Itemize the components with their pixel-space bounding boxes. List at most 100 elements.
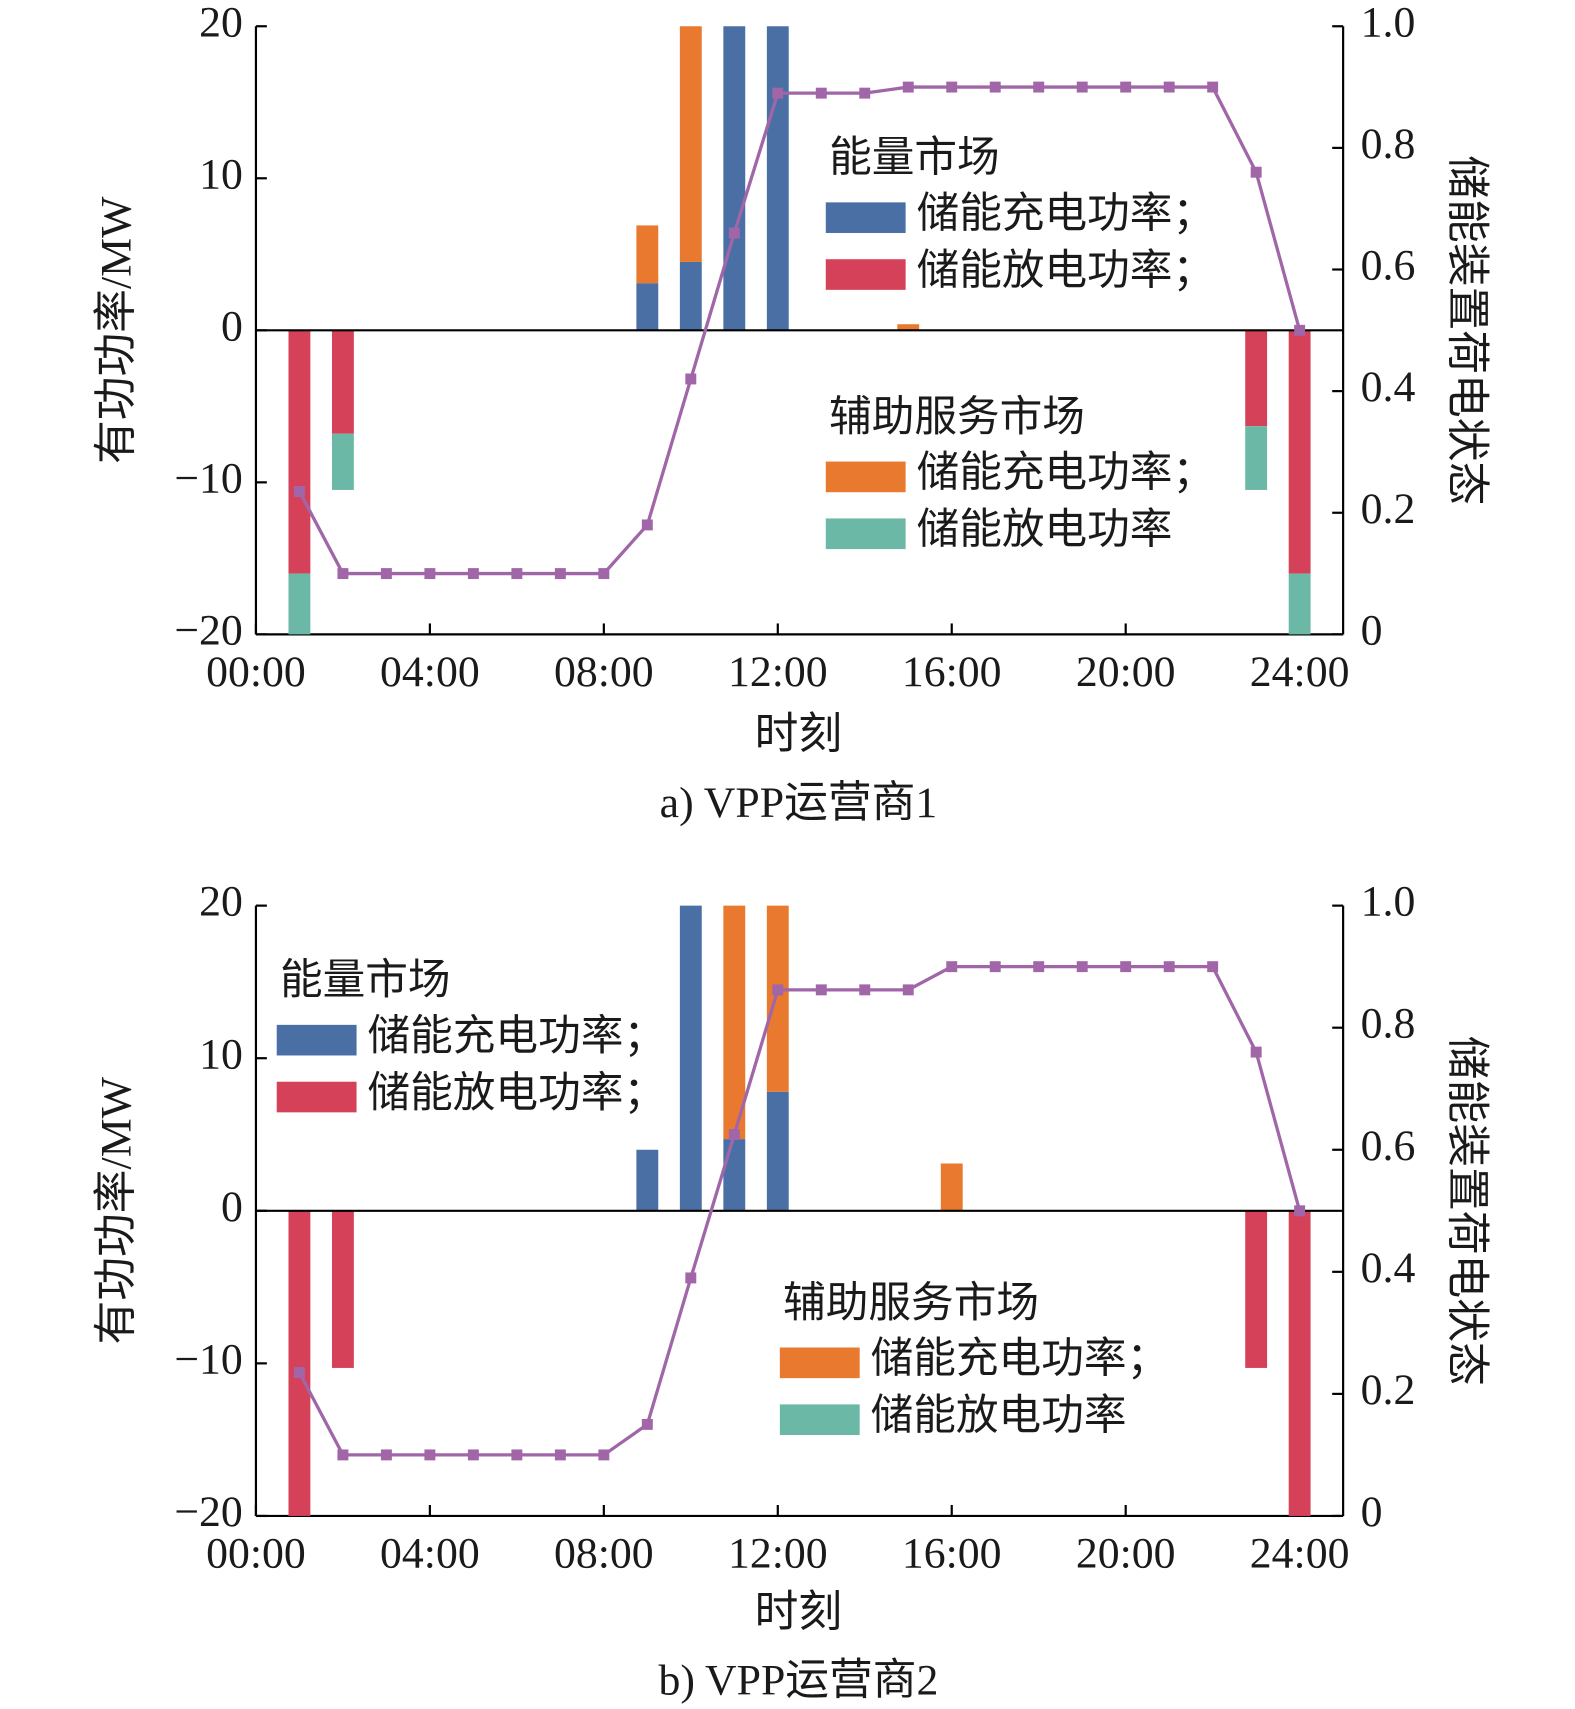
chart: −20 −10 0 10 20 0 0.2 0.4 0.6 0.8 1.0 00:00 04:00 08:… — [92, 878, 1490, 1705]
soc-marker — [1163, 81, 1175, 93]
soc-marker — [293, 486, 305, 497]
x-axis-title: 时刻 — [755, 710, 843, 758]
soc-marker — [1294, 1205, 1306, 1217]
legend-label: 储能放电功率； — [368, 1069, 667, 1117]
x-tick-label: 16:00 — [902, 1530, 1002, 1578]
soc-marker — [1207, 961, 1219, 973]
legend-swatch — [779, 1404, 860, 1436]
soc-marker — [902, 81, 914, 93]
x-tick-label: 12:00 — [728, 648, 828, 696]
soc-line — [297, 85, 1302, 576]
x-tick-label: 00:00 — [206, 648, 306, 696]
x-tick-label: 16:00 — [902, 648, 1002, 696]
legend-label: 储能充电功率； — [917, 449, 1216, 497]
bar — [288, 330, 311, 574]
bar — [331, 1210, 354, 1368]
y-tick-label: 10 — [199, 150, 243, 198]
soc-marker — [641, 1418, 653, 1430]
y-tick-label: −10 — [174, 454, 242, 502]
y2-tick-label: 0.8 — [1361, 120, 1416, 168]
y-tick-label: 0 — [221, 1183, 243, 1231]
x-tick-label: 04:00 — [380, 648, 480, 696]
bar — [636, 283, 659, 331]
bar — [766, 1091, 789, 1211]
soc-marker — [902, 984, 914, 996]
soc-marker — [467, 568, 479, 580]
soc-marker — [815, 87, 827, 99]
soc-marker — [946, 81, 958, 93]
y-tick-label: −20 — [174, 606, 242, 654]
legend-swatch — [825, 202, 906, 233]
bar — [1245, 330, 1268, 427]
y-tick-label: 20 — [199, 0, 243, 46]
bar — [636, 225, 659, 284]
legend-swatch — [825, 259, 906, 290]
soc-marker — [380, 568, 392, 580]
bar — [331, 433, 354, 490]
caption: b) VPP运营商2 — [658, 1656, 938, 1704]
legend-title: 能量市场 — [280, 956, 451, 1004]
bar — [679, 26, 702, 262]
bar — [766, 905, 789, 1092]
soc-marker — [554, 568, 566, 580]
bar — [331, 330, 354, 434]
legend-label: 储能放电功率 — [871, 1391, 1127, 1439]
soc-marker — [1207, 81, 1219, 93]
x-tick-label: 08:00 — [554, 648, 654, 696]
y-tick-label: −20 — [174, 1488, 242, 1536]
y2-tick-label: 0.2 — [1361, 485, 1416, 533]
legend-label: 储能充电功率； — [368, 1012, 667, 1060]
legend-swatch — [276, 1081, 357, 1113]
bar — [766, 26, 789, 331]
bar — [897, 324, 920, 331]
bar — [1288, 573, 1311, 635]
soc-marker — [424, 568, 436, 580]
soc-marker — [815, 984, 827, 996]
x-tick-label: 08:00 — [554, 1530, 654, 1578]
soc-marker — [337, 568, 349, 580]
legend-label: 储能充电功率； — [917, 189, 1216, 237]
bar — [679, 905, 702, 1211]
soc-marker — [1033, 81, 1045, 93]
y-tick-label: 10 — [199, 1030, 243, 1078]
legend-title: 辅助服务市场 — [783, 1279, 1039, 1327]
legend-swatch — [825, 461, 906, 493]
y2-axis-title: 储能装置荷电状态 — [1442, 1036, 1490, 1386]
bar — [940, 1163, 963, 1211]
soc-marker — [598, 568, 610, 580]
y2-tick-label: 0 — [1361, 606, 1383, 654]
soc-marker — [467, 1449, 479, 1461]
y-tick-label: 0 — [221, 302, 243, 350]
y2-tick-label: 0.2 — [1361, 1366, 1416, 1414]
soc-marker — [772, 984, 784, 996]
x-tick-label: 20:00 — [1076, 648, 1176, 696]
y2-tick-label: 0.4 — [1361, 363, 1416, 411]
bar — [723, 26, 746, 331]
bar — [723, 1139, 746, 1211]
chart: −20 −10 0 10 20 0 0.2 0.4 0.6 0.8 1.0 00:00 04:00 08:… — [92, 0, 1490, 827]
soc-marker — [989, 81, 1001, 93]
x-axis-title: 时刻 — [755, 1589, 843, 1637]
soc-marker — [293, 1367, 305, 1378]
soc-marker — [1294, 324, 1306, 336]
legend-label: 储能放电功率； — [917, 246, 1216, 294]
soc-marker — [946, 961, 958, 973]
legend-label: 储能充电功率； — [871, 1335, 1170, 1383]
bar — [1245, 1210, 1268, 1368]
x-tick-label: 20:00 — [1076, 1530, 1176, 1578]
y-axis-title: 有功功率/MW — [92, 1076, 140, 1344]
soc-marker — [511, 568, 523, 580]
bar — [723, 905, 746, 1140]
legend-swatch — [276, 1024, 357, 1056]
soc-marker — [1120, 961, 1132, 973]
soc-marker — [989, 961, 1001, 973]
caption: a) VPP运营商1 — [660, 779, 938, 827]
soc-marker — [337, 1449, 349, 1461]
soc-marker — [511, 1449, 523, 1461]
bar — [1288, 1210, 1311, 1516]
bar — [288, 573, 311, 635]
bar — [679, 261, 702, 331]
soc-marker — [1120, 81, 1132, 93]
